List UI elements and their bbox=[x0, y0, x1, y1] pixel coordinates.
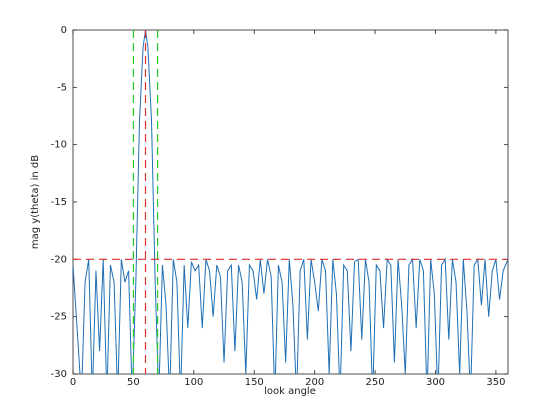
x-tick-label: 50 bbox=[127, 377, 140, 388]
plot-content bbox=[73, 30, 508, 374]
y-axis-label: mag y(theta) in dB bbox=[30, 155, 41, 249]
x-tick-label: 250 bbox=[366, 377, 385, 388]
x-tick-label: 300 bbox=[426, 377, 445, 388]
y-tick-label: -15 bbox=[51, 197, 67, 208]
y-tick-label: -10 bbox=[51, 140, 67, 151]
y-tick-label: -25 bbox=[51, 312, 67, 323]
line-series bbox=[73, 30, 508, 374]
y-tick-label: -5 bbox=[57, 82, 67, 93]
y-tick-label: -30 bbox=[51, 369, 67, 380]
x-axis-label: look angle bbox=[264, 386, 316, 397]
x-tick-label: 350 bbox=[486, 377, 505, 388]
x-tick-label: 200 bbox=[305, 377, 324, 388]
x-tick-label: 150 bbox=[245, 377, 264, 388]
x-tick-label: 100 bbox=[184, 377, 203, 388]
x-tick-label: 0 bbox=[70, 377, 76, 388]
y-tick-label: 0 bbox=[61, 25, 67, 36]
y-tick-label: -20 bbox=[51, 254, 67, 265]
plot-area bbox=[72, 29, 509, 375]
